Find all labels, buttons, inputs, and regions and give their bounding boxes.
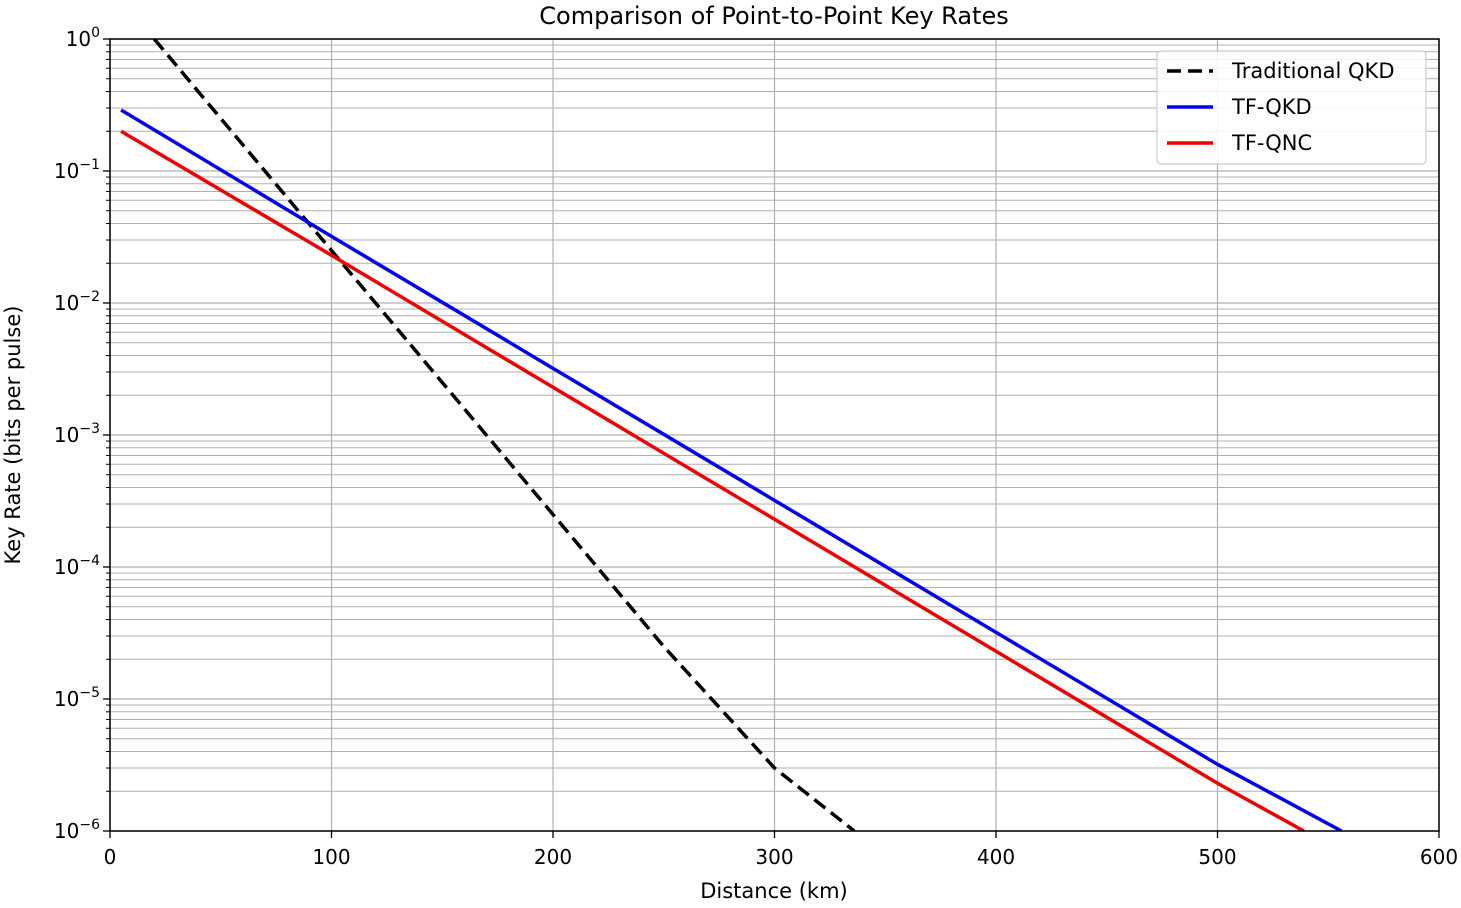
legend-label: TF-QKD (1231, 95, 1312, 119)
chart-title: Comparison of Point-to-Point Key Rates (539, 2, 1008, 30)
x-tick-label: 100 (312, 845, 350, 869)
y-tick-label: 10−1 (54, 157, 100, 183)
y-tick-label: 10−3 (54, 421, 100, 447)
legend-box (1156, 50, 1427, 165)
tick-layer: 100 10−1 10−2 10−3 10−4 10−5 10−60 100 200 300 400… (54, 25, 1458, 869)
legend-label: TF-QNC (1231, 131, 1312, 155)
series-line-1 (120, 108, 1343, 831)
x-tick-label: 0 (104, 845, 117, 869)
x-axis-label: Distance (km) (700, 879, 848, 903)
y-axis-label: Key Rate (bits per pulse) (1, 306, 25, 565)
y-tick-label: 10−2 (54, 289, 100, 315)
series-layer (120, 39, 1343, 831)
x-tick-label: 200 (534, 845, 572, 869)
legend-label: Traditional QKD (1231, 59, 1394, 83)
y-tick-label: 10−4 (54, 553, 100, 579)
y-tick-label: 10−5 (54, 685, 100, 711)
y-tick-label: 10−6 (54, 817, 100, 843)
x-tick-label: 300 (755, 845, 793, 869)
series-line-2 (120, 129, 1305, 831)
series-line-0 (152, 39, 856, 831)
x-tick-label: 600 (1420, 845, 1458, 869)
x-tick-label: 400 (977, 845, 1015, 869)
legend: Traditional QKD TF-QKD TF-QNC (1156, 50, 1427, 165)
y-tick-label: 100 (66, 25, 100, 51)
x-tick-label: 500 (1198, 845, 1236, 869)
